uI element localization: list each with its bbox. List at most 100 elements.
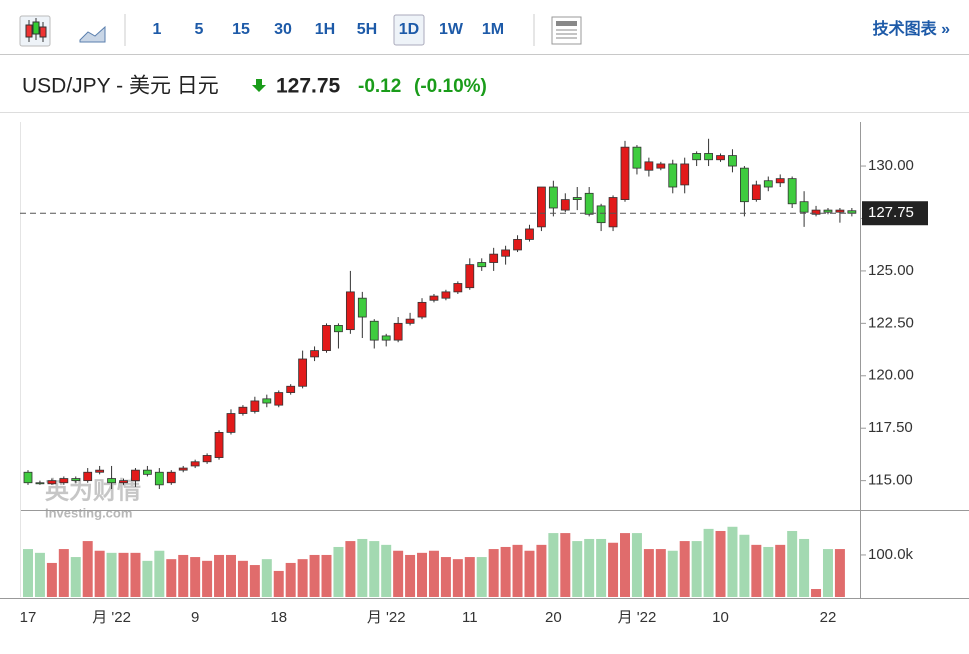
x-tick-label: 20 [545,609,562,626]
volume-bar [237,560,248,597]
volume-bar [154,550,165,597]
volume-bar [655,549,666,597]
volume-bar [834,549,845,597]
table-icon-button[interactable] [551,16,582,45]
x-tick-label: 18 [270,609,287,626]
volume-bar [23,549,33,597]
volume-bar [58,549,69,597]
y-tick-label: 115.00 [868,472,913,489]
volume-bar [118,552,129,597]
candle-body [107,478,116,484]
volume-bar [703,528,714,597]
toolbar [0,0,969,54]
interval-button[interactable]: 1 [153,21,162,38]
candle-body [417,301,427,318]
candle-body [728,155,737,167]
candle-body [262,398,272,404]
interval-button[interactable]: 30 [274,21,292,38]
candle-body [489,253,499,263]
volume-bar [476,557,487,597]
area-icon-button[interactable] [79,25,106,43]
interval-button[interactable]: 5 [195,21,204,38]
candle-body [35,482,45,485]
interval-button[interactable]: 1M [482,21,504,38]
candle-body [298,358,308,387]
last-price-tag-label: 127.75 [868,204,914,221]
watermark-site: Investing.com [45,505,132,520]
candle-body [322,325,331,352]
candle-body [190,461,200,467]
candle-body [214,431,224,458]
volume-bar [333,546,344,597]
volume-bar [357,538,368,597]
candle-body [644,161,654,171]
candle-body [393,322,403,341]
last-price-tag [862,201,928,226]
volume-bar [285,562,296,597]
volume-bar [667,550,678,597]
volume-bar [309,554,320,597]
y-tick-label: 120.00 [868,367,914,384]
candle-body [525,228,534,240]
candle-body [154,471,164,486]
candle-body [83,471,93,482]
volume-bar [751,544,762,597]
price-change-percent: (-0.10%) [414,76,487,97]
volume-bar [142,560,153,597]
volume-bar [787,530,798,597]
candle-body [596,205,606,224]
volume-bar [500,546,511,597]
volume-bar [608,542,619,597]
volume-bar [679,541,690,597]
candle-body [513,239,522,251]
candle-body [178,467,188,471]
volume-bar [297,559,308,597]
last-price: 127.75 [276,75,341,98]
volume-bar [763,546,774,597]
candle-icon-button[interactable] [19,15,51,47]
candle-body [345,291,355,331]
volume-bar [560,533,571,597]
candle-body [131,469,140,482]
y-tick-label: 117.50 [868,419,913,436]
volume-bar [214,554,225,597]
candle-body [59,478,69,484]
interval-button[interactable]: 1H [315,21,335,38]
volume-bar [548,533,559,597]
volume-bar [94,550,105,597]
interval-button[interactable]: 1W [439,21,464,38]
volume-bar [345,541,356,597]
interval-button[interactable]: 5H [357,21,377,38]
volume-bar [190,557,201,597]
volume-bar [715,530,726,597]
interval-button[interactable]: 1D [399,21,419,38]
candle-body [823,209,833,213]
candle-body [429,295,439,301]
candle-body [441,291,451,299]
y-tick-label: 125.00 [868,262,914,279]
x-tick-label: 11 [462,609,478,626]
candle-body [238,406,248,414]
volume-bar [130,552,141,597]
candle-body [405,318,415,324]
volume-bar [261,559,272,597]
volume-bar [584,538,595,597]
volume-bar [536,544,547,597]
candle-body [620,146,630,201]
interval-button[interactable]: 15 [232,21,250,38]
down-arrow [252,79,266,92]
volume-bar [811,589,822,597]
symbol-title: USD/JPY - 美元 日元 [22,75,219,98]
candle-body [166,471,176,484]
technical-chart-link[interactable]: 技术图表 » [873,19,950,38]
volume-bar [178,554,189,597]
x-tick-label: 17 [20,609,37,626]
x-tick-label: 月 '22 [367,609,406,626]
volume-bar [620,533,630,597]
volume-bar [822,549,833,597]
candle-body [381,335,391,341]
volume-bar [381,544,392,597]
candle-body [274,392,284,406]
volume-bar [727,526,738,597]
